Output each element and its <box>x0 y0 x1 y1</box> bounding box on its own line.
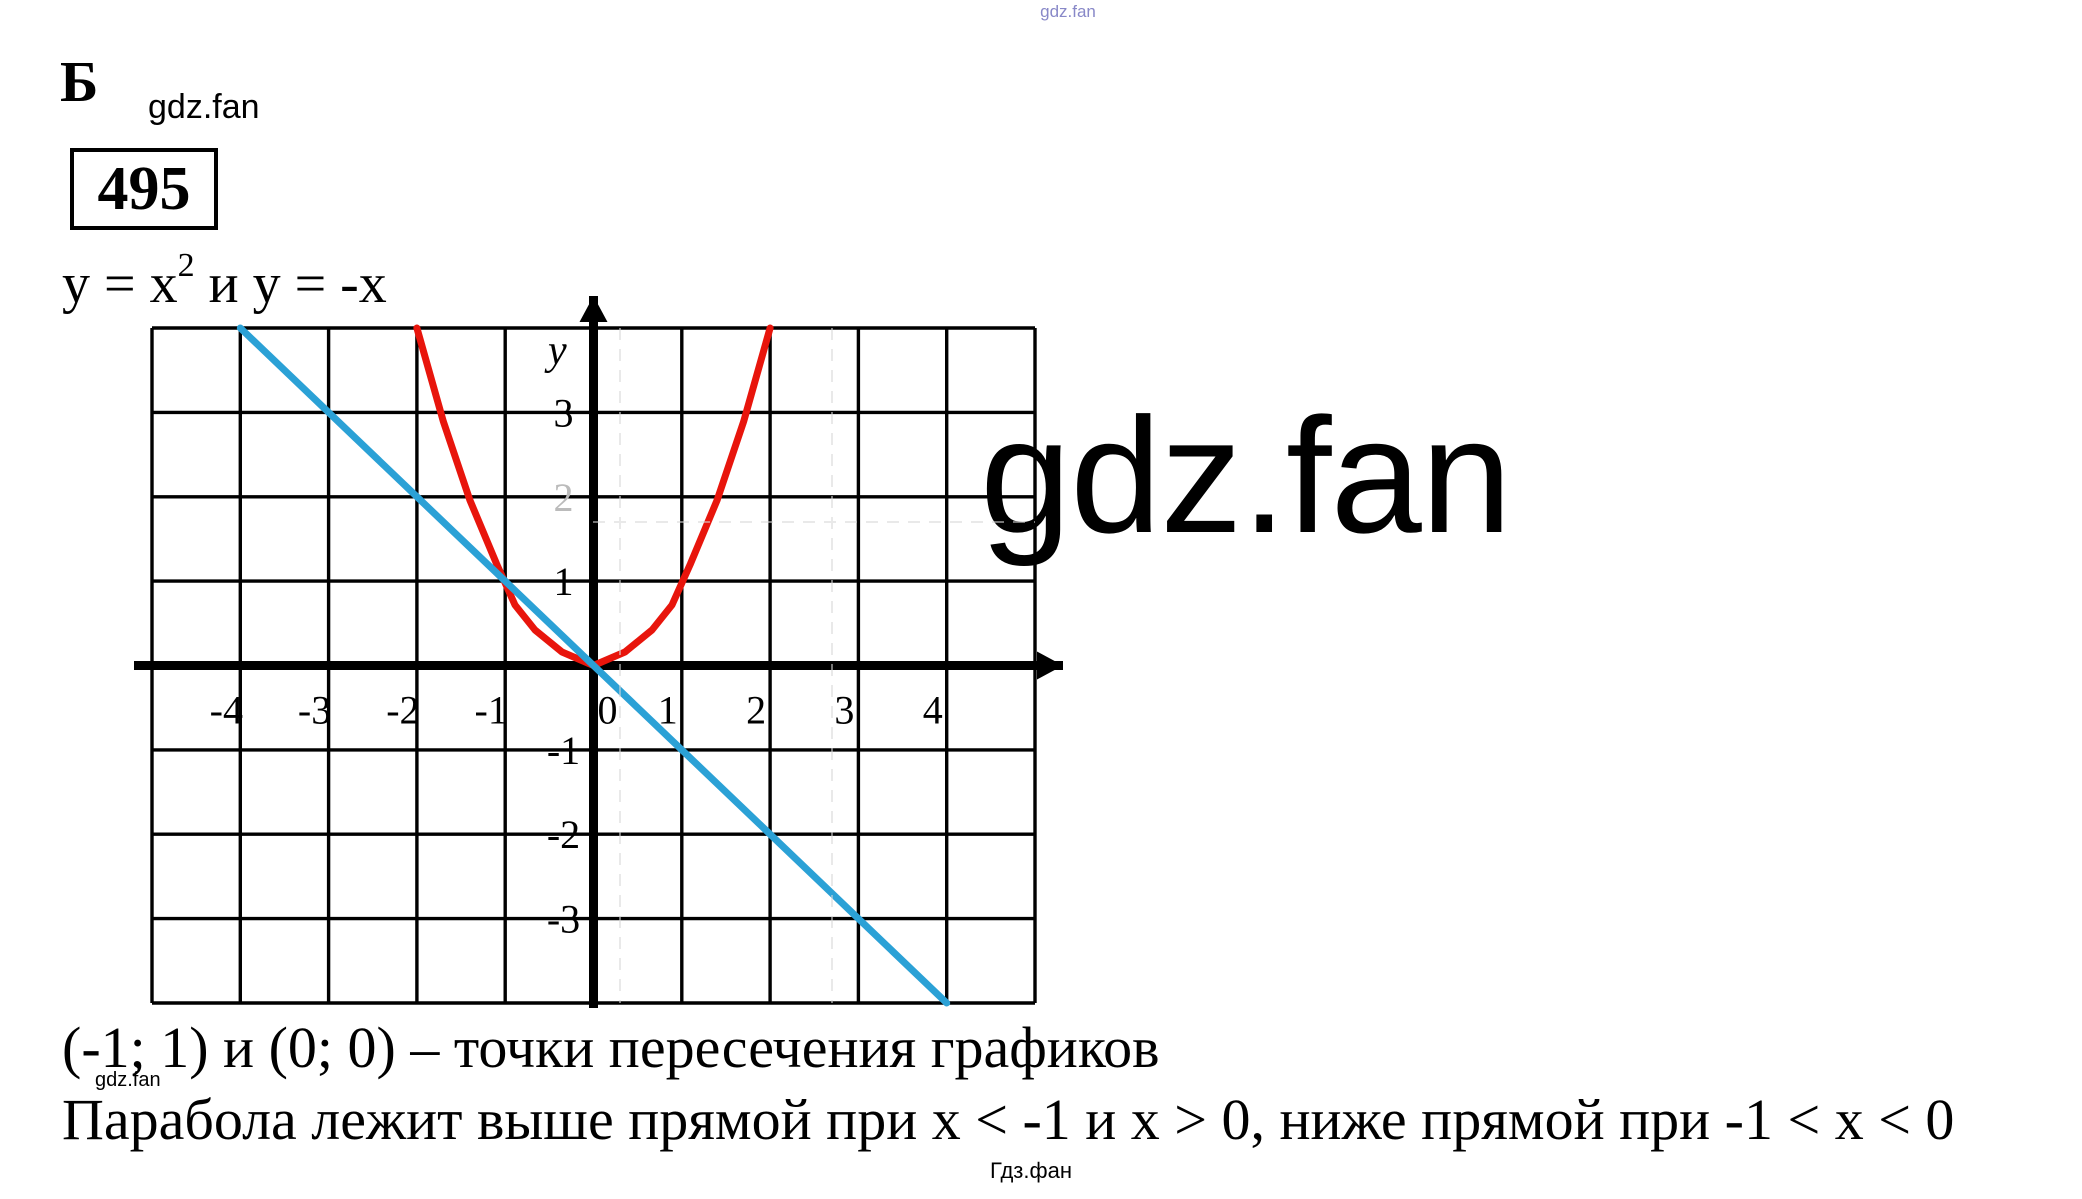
svg-text:-1: -1 <box>547 728 580 773</box>
svg-text:-2: -2 <box>547 812 580 857</box>
svg-text:2: 2 <box>554 475 574 520</box>
svg-text:-2: -2 <box>386 688 419 733</box>
svg-text:1: 1 <box>554 559 574 604</box>
svg-text:-3: -3 <box>298 688 331 733</box>
svg-text:0: 0 <box>598 688 618 733</box>
svg-text:3: 3 <box>554 390 574 435</box>
svg-text:4: 4 <box>923 688 943 733</box>
svg-text:3: 3 <box>834 688 854 733</box>
svg-text:-4: -4 <box>210 688 243 733</box>
svg-text:2: 2 <box>746 688 766 733</box>
svg-text:y: y <box>544 328 567 374</box>
svg-text:-1: -1 <box>475 688 508 733</box>
svg-text:-3: -3 <box>547 897 580 942</box>
